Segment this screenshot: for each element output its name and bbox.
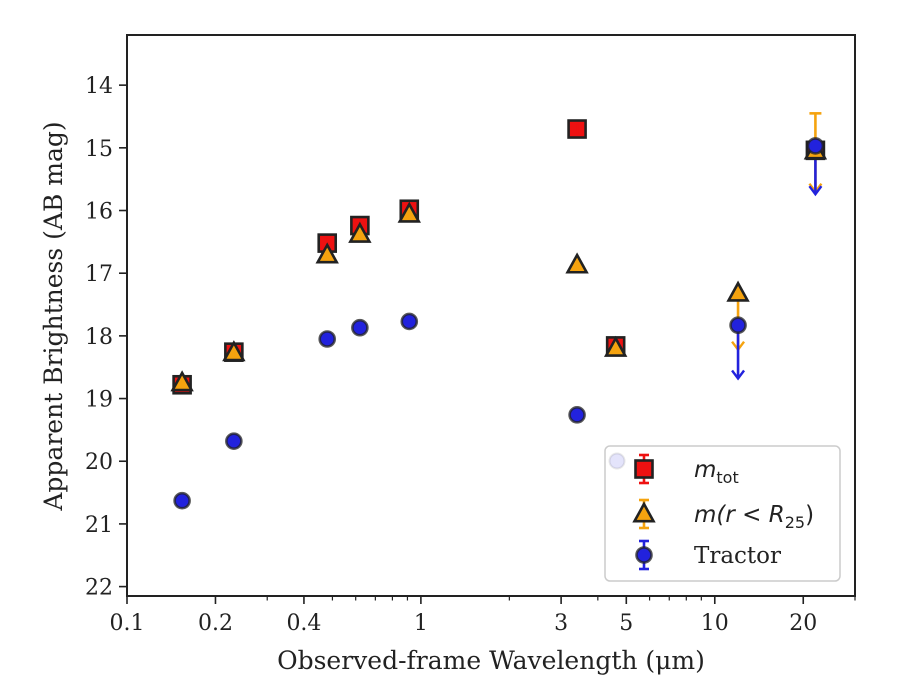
legend-square-marker	[634, 459, 654, 479]
x-tick-label: 10	[701, 611, 729, 636]
legend-label-1: m(r < R25)	[694, 502, 814, 532]
legend-label-subscript: tot	[716, 468, 738, 487]
x-tick-label: 3	[554, 611, 568, 636]
x-tick-label: 1	[414, 611, 428, 636]
y-axis-title: Apparent Brightness (AB mag)	[39, 121, 68, 511]
legend-label-tail: )	[805, 502, 814, 528]
legend-label-0: mtot	[694, 457, 739, 487]
legend-faded-marker	[608, 452, 626, 470]
plot-frame	[126, 34, 856, 597]
legend-label-main: m	[694, 457, 716, 483]
y-tick-label: 16	[85, 200, 113, 225]
y-tick-label: 22	[85, 576, 113, 601]
y-tick-label: 21	[85, 513, 113, 538]
legend-circle-marker	[635, 546, 653, 564]
x-axis-title: Observed-frame Wavelength (μm)	[277, 646, 705, 675]
x-tick-label: 0.2	[198, 611, 233, 636]
axis-ticks: 0.1 0.2 0.4 1 3 5 10 20 14 15 16 17 18 19 20 21 22	[85, 74, 856, 636]
x-tick-label: 0.1	[110, 611, 145, 636]
y-tick-label: 15	[85, 137, 113, 162]
legend-box	[604, 445, 841, 582]
y-tick-label: 18	[85, 325, 113, 350]
upper-limit-arrow	[808, 185, 823, 197]
data-markers	[170, 119, 828, 510]
legend-triangle-marker	[632, 501, 656, 523]
legend: mtot m(r < R25) Tractor	[604, 445, 841, 582]
x-tick-label: 20	[789, 611, 817, 636]
y-tick-label: 19	[85, 388, 113, 413]
legend-label-subscript: 25	[785, 513, 805, 532]
legend-label-main: Tractor	[694, 543, 781, 569]
y-tick-label: 17	[85, 262, 113, 287]
x-tick-label: 5	[619, 611, 633, 636]
legend-label-2: Tractor	[694, 543, 781, 569]
upper-limit-arrow	[731, 369, 746, 381]
y-tick-label: 14	[85, 74, 113, 99]
y-tick-label: 20	[85, 450, 113, 475]
plot-border	[126, 34, 856, 597]
x-tick-label: 0.4	[286, 611, 321, 636]
legend-label-main: m(r < R	[694, 502, 785, 528]
